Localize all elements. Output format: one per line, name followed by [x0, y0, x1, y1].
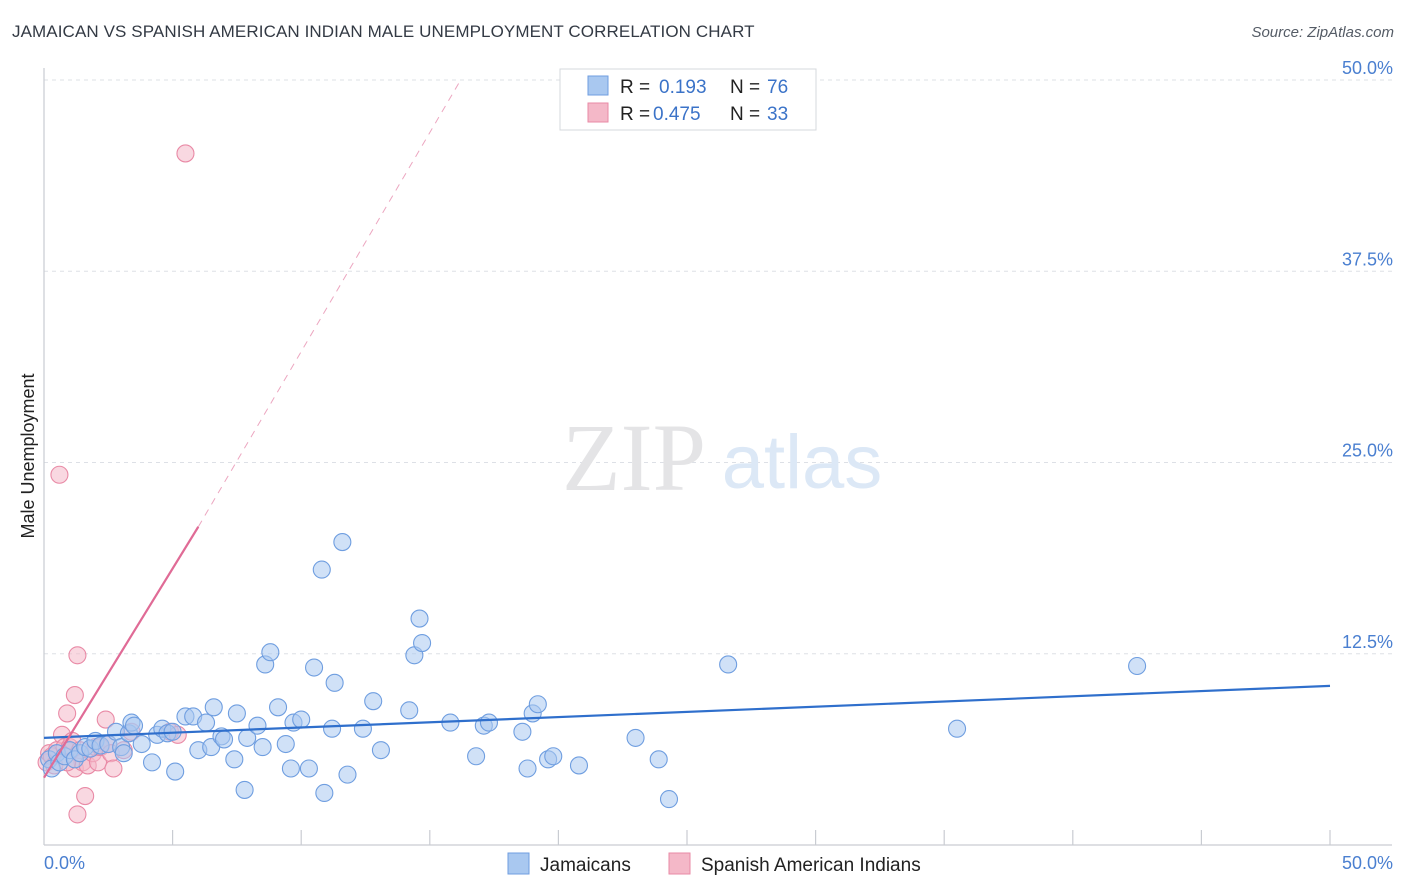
- point-jamaican: [312, 560, 331, 579]
- point-jamaican: [528, 695, 547, 714]
- point-jamaican: [467, 747, 486, 766]
- point-jamaican: [649, 750, 668, 769]
- stats-r-label-1: R =: [620, 77, 650, 98]
- legend-label-jamaicans: Jamaicans: [540, 855, 631, 876]
- point-spanish: [65, 686, 84, 705]
- x-tick-label-min: 0.0%: [44, 853, 85, 873]
- point-jamaican: [659, 790, 679, 809]
- x-tick-label-max: 50.0%: [1342, 853, 1393, 873]
- point-jamaican: [269, 698, 288, 717]
- stats-r-value-2: 0.475: [653, 104, 701, 125]
- point-jamaican: [214, 730, 234, 749]
- point-jamaican: [413, 633, 432, 653]
- point-spanish: [96, 710, 115, 729]
- point-jamaican: [479, 713, 499, 732]
- point-jamaican: [124, 716, 144, 735]
- y-tick-label: 50.0%: [1342, 58, 1393, 78]
- stats-r-label-2: R =: [620, 104, 650, 125]
- point-jamaican: [338, 765, 357, 784]
- y-tick-label: 37.5%: [1342, 249, 1393, 269]
- point-jamaican: [315, 783, 334, 803]
- y-tick-label: 25.0%: [1342, 441, 1393, 461]
- point-jamaican: [132, 734, 151, 754]
- point-jamaican: [248, 716, 267, 735]
- point-jamaican: [253, 738, 272, 757]
- watermark-atlas: atlas: [722, 420, 883, 505]
- trendline-jamaicans: [43, 684, 1331, 739]
- point-spanish: [68, 805, 87, 824]
- point-spanish: [76, 786, 95, 806]
- y-axis-label: Male Unemployment: [18, 373, 38, 538]
- stats-swatch-jamaicans: [587, 75, 609, 96]
- chart-title: JAMAICAN VS SPANISH AMERICAN INDIAN MALE…: [12, 22, 755, 41]
- stats-n-label-1: N =: [730, 77, 760, 98]
- stats-box: R = 0.193 N = 76 R = 0.475 N = 33: [559, 68, 817, 131]
- y-tick-labels: 12.5% 25.0% 37.5% 50.0%: [1342, 58, 1393, 652]
- point-jamaican: [225, 750, 244, 769]
- point-spanish: [104, 759, 123, 778]
- source-label: Source: ZipAtlas.com: [1251, 24, 1394, 41]
- point-jamaican: [235, 780, 254, 799]
- point-jamaican: [196, 713, 216, 732]
- y-tick-label: 12.5%: [1342, 632, 1393, 652]
- point-jamaican: [400, 701, 419, 720]
- point-jamaican: [305, 658, 324, 677]
- series-spanish-american-indians: [37, 144, 195, 824]
- point-jamaican: [353, 719, 372, 738]
- point-jamaican: [325, 673, 344, 692]
- legend-swatch-jamaicans: [507, 852, 530, 875]
- x-ticks: [172, 830, 1331, 845]
- point-spanish: [58, 704, 77, 723]
- point-jamaican: [114, 744, 133, 763]
- point-jamaican: [204, 698, 223, 717]
- point-jamaican: [142, 753, 162, 772]
- point-spanish: [176, 144, 195, 163]
- grid: [44, 79, 1392, 655]
- legend: Jamaicans Spanish American Indians: [507, 852, 921, 876]
- trendlines: [43, 79, 1331, 779]
- point-jamaican: [166, 762, 185, 781]
- stats-n-value-1: 76: [767, 77, 788, 98]
- point-jamaican: [410, 609, 429, 628]
- stats-n-value-2: 33: [767, 104, 788, 125]
- point-jamaican: [364, 692, 383, 711]
- trendline-spanish: [43, 526, 200, 779]
- point-jamaican: [323, 719, 342, 738]
- point-jamaican: [276, 734, 295, 754]
- legend-swatch-spanish: [668, 852, 691, 875]
- point-jamaican: [292, 710, 311, 729]
- point-jamaican: [719, 655, 738, 674]
- watermark-zip: ZIP: [562, 404, 706, 511]
- point-jamaican: [333, 533, 352, 552]
- legend-label-spanish: Spanish American Indians: [701, 855, 921, 876]
- series-jamaicans: [40, 533, 1147, 809]
- trendline-spanish: [197, 79, 462, 528]
- point-jamaican: [518, 759, 537, 778]
- point-jamaican: [371, 741, 390, 760]
- point-spanish: [68, 646, 87, 665]
- stats-swatch-spanish: [587, 102, 609, 123]
- point-jamaican: [513, 722, 532, 741]
- point-jamaican: [1128, 656, 1147, 676]
- point-jamaican: [544, 747, 563, 766]
- stats-r-value-1: 0.193: [659, 77, 707, 98]
- point-jamaican: [948, 719, 967, 738]
- point-jamaican: [299, 759, 318, 778]
- point-jamaican: [626, 728, 645, 747]
- point-jamaican: [569, 756, 589, 775]
- point-jamaican: [261, 643, 280, 662]
- point-jamaican: [281, 759, 300, 778]
- stats-n-label-2: N =: [730, 104, 760, 125]
- point-spanish: [50, 465, 69, 484]
- point-jamaican: [227, 704, 246, 723]
